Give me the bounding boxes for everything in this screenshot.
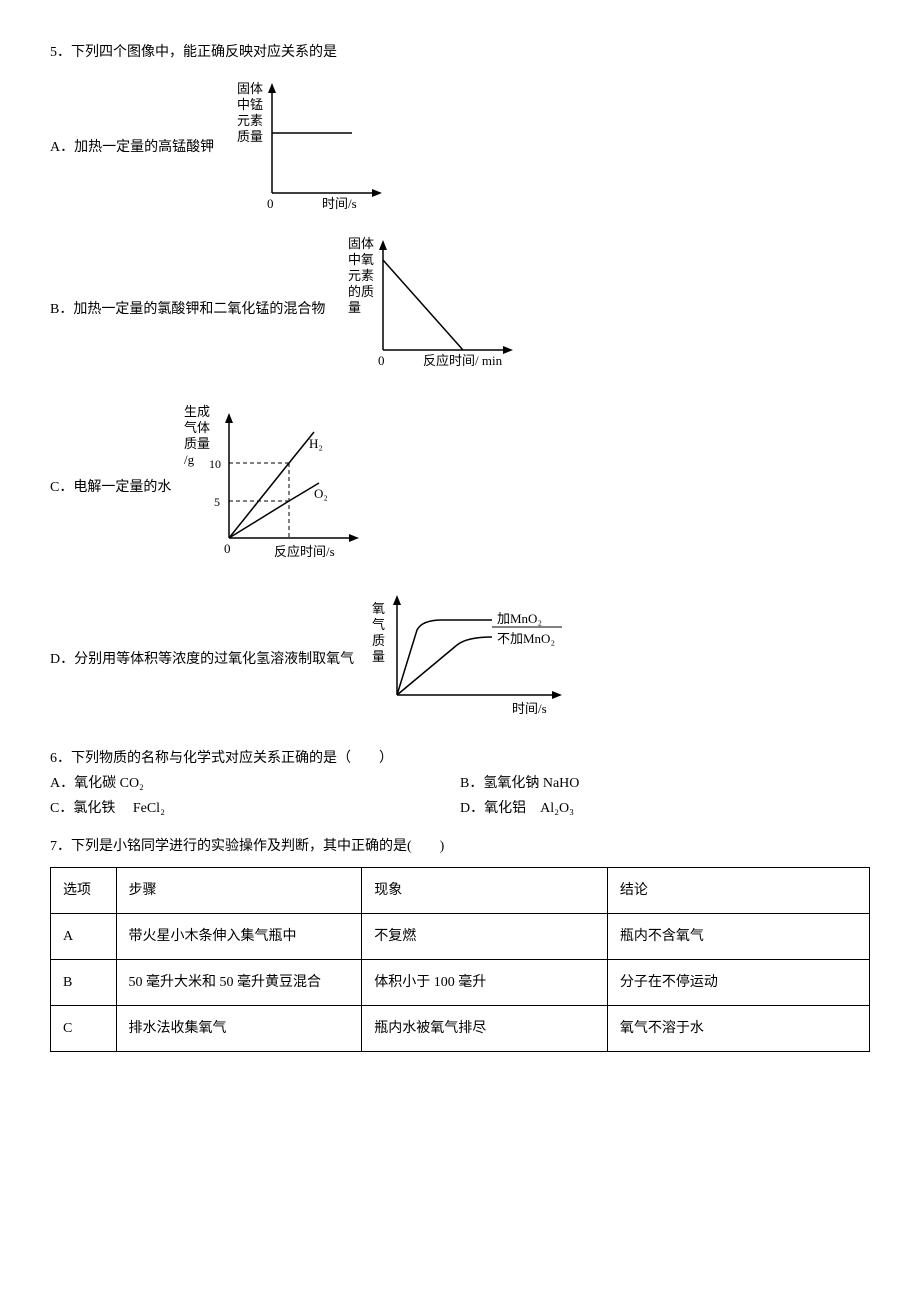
graph-d-line2: 不加MnO₂ xyxy=(497,631,555,646)
cell: C xyxy=(51,1006,117,1052)
graph-b-svg: 固体 中氧 元素 的质 量 0 反应时间/ min xyxy=(333,230,533,380)
cell: 瓶内水被氧气排尽 xyxy=(362,1006,608,1052)
graph-d-line1: 加MnO₂ xyxy=(497,611,542,626)
q5-d-graph: 氧 气 质 量 加MnO₂ 不加MnO₂ 时间/s xyxy=(362,585,582,734)
q5-a-text: A．加热一定量的高锰酸钾 xyxy=(50,135,214,160)
q5-option-b: B．加热一定量的氯酸钾和二氧化锰的混合物 固体 中氧 元素 的质 量 0 反应时… xyxy=(50,230,870,389)
graph-c-o2: O₂ xyxy=(314,486,328,501)
graph-a-ylabel: 固体 中锰 元素 质量 xyxy=(237,81,266,144)
table-row: A 带火星小木条伸入集气瓶中 不复燃 瓶内不含氧气 xyxy=(51,913,870,959)
graph-a-xlabel: 时间/s xyxy=(322,196,357,211)
q6-a: A．氧化碳 CO₂ xyxy=(50,771,460,796)
cell: 氧气不溶于水 xyxy=(607,1006,869,1052)
cell: 体积小于 100 毫升 xyxy=(362,960,608,1006)
q5-c-text: C．电解一定量的水 xyxy=(50,475,171,500)
cell: 不复燃 xyxy=(362,913,608,959)
table-row: C 排水法收集氧气 瓶内水被氧气排尽 氧气不溶于水 xyxy=(51,1006,870,1052)
q5-d-text: D．分别用等体积等浓度的过氧化氢溶液制取氧气 xyxy=(50,647,354,672)
graph-b-ylabel: 固体 中氧 元素 的质 量 xyxy=(348,236,377,315)
q5-b-text: B．加热一定量的氯酸钾和二氧化锰的混合物 xyxy=(50,297,325,322)
table-row: B 50 毫升大米和 50 毫升黄豆混合 体积小于 100 毫升 分子在不停运动 xyxy=(51,960,870,1006)
q5-option-c: C．电解一定量的水 生成 气体 质量 /g 10 5 xyxy=(50,398,870,577)
graph-b-xlabel: 反应时间/ min xyxy=(423,353,503,368)
cell: 瓶内不含氧气 xyxy=(607,913,869,959)
graph-a-origin: 0 xyxy=(267,196,274,211)
q7-table: 选项 步骤 现象 结论 A 带火星小木条伸入集气瓶中 不复燃 瓶内不含氧气 B … xyxy=(50,867,870,1053)
graph-d-svg: 氧 气 质 量 加MnO₂ 不加MnO₂ 时间/s xyxy=(362,585,582,725)
table-header-row: 选项 步骤 现象 结论 xyxy=(51,867,870,913)
graph-c-y2: 5 xyxy=(214,495,220,509)
q7-stem: 7．下列是小铭同学进行的实验操作及判断，其中正确的是( ) xyxy=(50,834,870,859)
q6-stem: 6．下列物质的名称与化学式对应关系正确的是（ ） xyxy=(50,746,870,771)
question-6: 6．下列物质的名称与化学式对应关系正确的是（ ） A．氧化碳 CO₂ B．氢氧化… xyxy=(50,746,870,822)
graph-c-xlabel: 反应时间/s xyxy=(274,544,335,559)
q5-c-graph: 生成 气体 质量 /g 10 5 H₂ xyxy=(179,398,379,577)
graph-a-svg: 固体 中锰 元素 质量 0 时间/s xyxy=(222,73,392,213)
cell: 带火星小木条伸入集气瓶中 xyxy=(116,913,362,959)
th-phenomenon: 现象 xyxy=(362,867,608,913)
cell: 分子在不停运动 xyxy=(607,960,869,1006)
q6-c: C．氯化铁 FeCl₂ xyxy=(50,796,460,821)
graph-b-origin: 0 xyxy=(378,353,385,368)
th-step: 步骤 xyxy=(116,867,362,913)
th-conclusion: 结论 xyxy=(607,867,869,913)
q5-stem: 5．下列四个图像中，能正确反映对应关系的是 xyxy=(50,40,870,65)
graph-c-y1: 10 xyxy=(209,457,221,471)
q6-d: D．氧化铝 Al₂O₃ xyxy=(460,796,870,821)
q5-option-d: D．分别用等体积等浓度的过氧化氢溶液制取氧气 氧 气 质 量 加MnO₂ xyxy=(50,585,870,734)
q6-b: B．氢氧化钠 NaHO xyxy=(460,771,870,796)
th-option: 选项 xyxy=(51,867,117,913)
cell: A xyxy=(51,913,117,959)
graph-c-svg: 生成 气体 质量 /g 10 5 H₂ xyxy=(179,398,379,568)
cell: 排水法收集氧气 xyxy=(116,1006,362,1052)
graph-c-h2: H₂ xyxy=(309,436,323,451)
graph-d-ylabel: 氧 气 质 量 xyxy=(372,601,388,664)
question-5: 5．下列四个图像中，能正确反映对应关系的是 A．加热一定量的高锰酸钾 固体 中锰… xyxy=(50,40,870,734)
question-7: 7．下列是小铭同学进行的实验操作及判断，其中正确的是( ) 选项 步骤 现象 结… xyxy=(50,834,870,1053)
cell: B xyxy=(51,960,117,1006)
q5-a-graph: 固体 中锰 元素 质量 0 时间/s xyxy=(222,73,392,222)
cell: 50 毫升大米和 50 毫升黄豆混合 xyxy=(116,960,362,1006)
q5-option-a: A．加热一定量的高锰酸钾 固体 中锰 元素 质量 0 时间/s xyxy=(50,73,870,222)
graph-c-origin: 0 xyxy=(224,541,231,556)
q5-b-graph: 固体 中氧 元素 的质 量 0 反应时间/ min xyxy=(333,230,533,389)
graph-d-xlabel: 时间/s xyxy=(512,701,547,716)
